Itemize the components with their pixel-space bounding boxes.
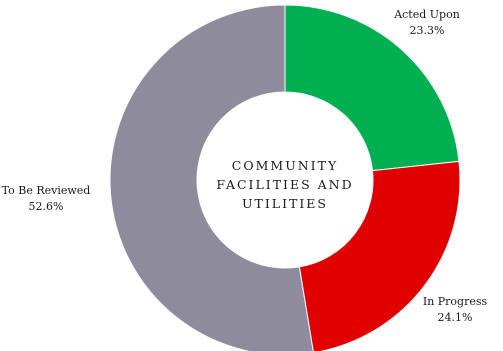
slice-label-value: 24.1% <box>438 311 473 324</box>
center-title-line-2: FACILITIES AND <box>216 177 353 192</box>
slice-label-name: In Progress <box>423 295 488 308</box>
slice-to-be-reviewed <box>109 4 314 351</box>
slice-label-name: Acted Upon <box>393 8 460 21</box>
slice-label-value: 52.6% <box>29 200 64 213</box>
slice-label-value: 23.3% <box>410 24 445 37</box>
slice-label-name: To Be Reviewed <box>2 184 91 197</box>
center-title-line-1: COMMUNITY <box>232 158 338 173</box>
slice-acted-upon <box>284 4 460 172</box>
center-title: COMMUNITY FACILITIES AND UTILITIES <box>216 158 353 211</box>
slice-labels: Acted Upon 23.3% In Progress 24.1% To Be Rev… <box>2 8 488 324</box>
slice-in-progress <box>298 160 461 351</box>
donut-slices <box>109 4 461 351</box>
center-title-line-3: UTILITIES <box>242 196 328 211</box>
